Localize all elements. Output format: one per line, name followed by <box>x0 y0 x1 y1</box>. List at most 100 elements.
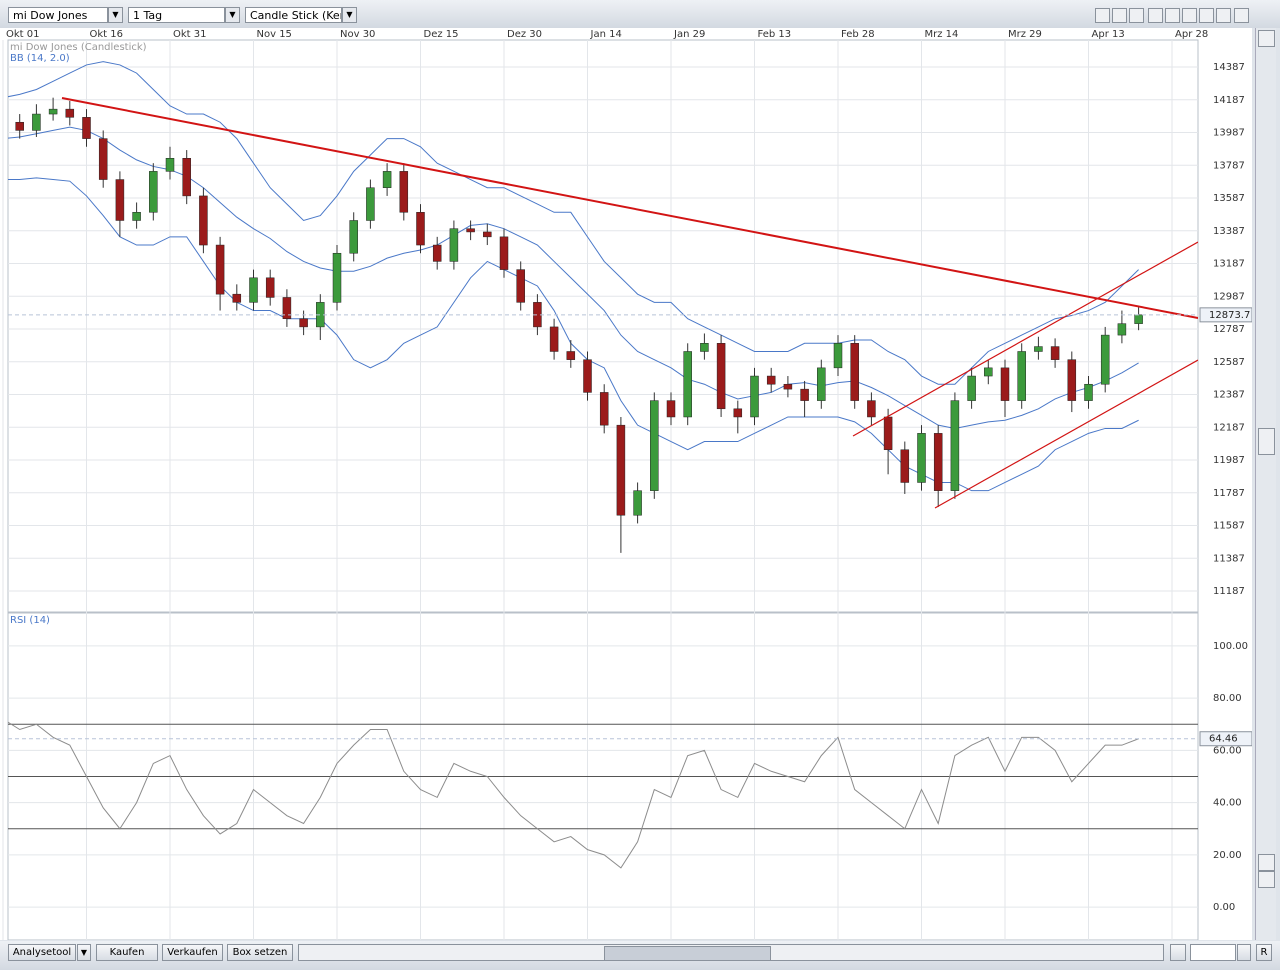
last-value-box <box>1199 731 1252 747</box>
panel-title: RSI (14) <box>10 615 50 626</box>
candle-body <box>1084 383 1093 401</box>
button[interactable]: Kaufen <box>96 944 158 961</box>
y-tick-label: 20.00 <box>1213 850 1242 861</box>
candle-body <box>15 121 24 131</box>
candle-body <box>683 351 692 418</box>
bollinger-upper <box>8 61 1139 385</box>
candle-body <box>566 351 576 360</box>
x-tick-label: Nov 30 <box>340 29 375 40</box>
tool-icon[interactable] <box>1199 8 1214 23</box>
scroll-thumb[interactable] <box>604 946 771 961</box>
style-select[interactable]: Candle Stick (Kerze <box>245 7 342 23</box>
symbol-select[interactable]: mi Dow Jones <box>8 7 108 23</box>
candle-body <box>733 408 743 418</box>
candle-body <box>232 293 242 303</box>
candle-body <box>115 179 125 221</box>
candle-body <box>399 171 409 213</box>
candle-body <box>299 318 308 328</box>
tool-icon[interactable] <box>1095 8 1110 23</box>
candle-body <box>265 277 275 298</box>
candle-body <box>583 359 592 393</box>
y-tick-label: 12587 <box>1213 357 1245 368</box>
candle-body <box>900 449 910 483</box>
candle-body <box>933 433 943 491</box>
zoom-out[interactable] <box>1170 944 1186 961</box>
scroll-up[interactable] <box>1258 30 1275 47</box>
candle-body <box>917 433 926 483</box>
candle-body <box>382 171 392 188</box>
panel-title: mi Dow Jones (Candlestick) <box>10 42 147 53</box>
candle-body <box>165 158 175 172</box>
x-tick-label: Okt 31 <box>173 29 207 40</box>
candle-body <box>98 138 108 180</box>
candle-body <box>1050 346 1060 360</box>
dropdown-arrow[interactable]: ▼ <box>225 7 240 23</box>
candle-body <box>1017 351 1026 401</box>
candle-body <box>599 392 609 426</box>
bollinger-middle <box>8 126 1139 429</box>
dropdown-arrow[interactable]: ▼ <box>108 7 123 23</box>
candle-body <box>783 383 793 390</box>
tool-icon[interactable] <box>1129 8 1144 23</box>
y-tick-label: 14387 <box>1213 62 1245 73</box>
button[interactable]: Verkaufen <box>162 944 223 961</box>
candle-body <box>32 113 41 131</box>
tool-icon[interactable] <box>1234 8 1249 23</box>
button[interactable]: Analysetool <box>8 944 76 961</box>
y-tick-label: 11987 <box>1213 455 1245 466</box>
candle-body <box>984 367 993 377</box>
candle-body <box>1134 314 1143 324</box>
candle-body <box>366 187 375 221</box>
tool-icon[interactable] <box>1216 8 1231 23</box>
zoom-in[interactable] <box>1258 854 1275 871</box>
candle-body <box>249 277 258 303</box>
candle-body <box>833 343 843 369</box>
candle-body <box>499 236 509 270</box>
zoom-out[interactable] <box>1258 871 1275 888</box>
trend-lines <box>61 97 1198 509</box>
x-tick-label: Feb 28 <box>841 29 875 40</box>
dropdown-arrow[interactable]: ▼ <box>77 944 91 961</box>
zoom-in[interactable] <box>1237 944 1251 961</box>
candle-body <box>549 326 559 352</box>
scroll-thumb[interactable] <box>1258 428 1275 455</box>
horizontal-scrollbar[interactable] <box>298 944 1164 961</box>
candle-body <box>867 400 876 418</box>
channel-line[interactable] <box>852 241 1198 437</box>
candle-body <box>883 416 893 450</box>
y-tick-label: 11587 <box>1213 521 1245 532</box>
zoom-field[interactable] <box>1190 944 1236 961</box>
candle-body <box>1034 346 1043 352</box>
x-tick-label: Mrz 29 <box>1008 29 1042 40</box>
y-tick-label: 0.00 <box>1213 902 1235 913</box>
reset-button[interactable]: R <box>1256 944 1272 961</box>
x-tick-label: Apr 13 <box>1092 29 1125 40</box>
dropdown-arrow[interactable]: ▼ <box>342 7 357 23</box>
candle-body <box>516 269 525 303</box>
candle-body <box>466 228 475 233</box>
tool-icon[interactable] <box>1112 8 1127 23</box>
price-panel <box>7 39 1199 613</box>
y-tick-label: 100.00 <box>1213 641 1248 652</box>
period-select[interactable]: 1 Tag <box>128 7 225 23</box>
candle-body <box>48 108 58 115</box>
channel-line[interactable] <box>934 359 1198 509</box>
y-tick-label: 12787 <box>1213 324 1245 335</box>
y-tick-label: 11387 <box>1213 553 1245 564</box>
y-tick-label: 80.00 <box>1213 693 1242 704</box>
y-tick-label: 11187 <box>1213 586 1245 597</box>
candle-body <box>182 158 191 197</box>
last-value-label: 12873.7 <box>1209 310 1250 321</box>
tool-icon[interactable] <box>1165 8 1180 23</box>
tool-icon[interactable] <box>1182 8 1197 23</box>
candle-body <box>149 171 158 213</box>
trend-line[interactable] <box>61 97 1198 319</box>
tool-icon[interactable] <box>1148 8 1163 23</box>
button[interactable]: Box setzen <box>227 944 293 961</box>
x-tick-label: Mrz 14 <box>925 29 959 40</box>
x-tick-label: Dez 15 <box>424 29 459 40</box>
candle-body <box>1000 367 1010 401</box>
candle-body <box>800 388 809 401</box>
side-scrollbar[interactable] <box>1255 28 1276 940</box>
y-tick-label: 40.00 <box>1213 798 1242 809</box>
